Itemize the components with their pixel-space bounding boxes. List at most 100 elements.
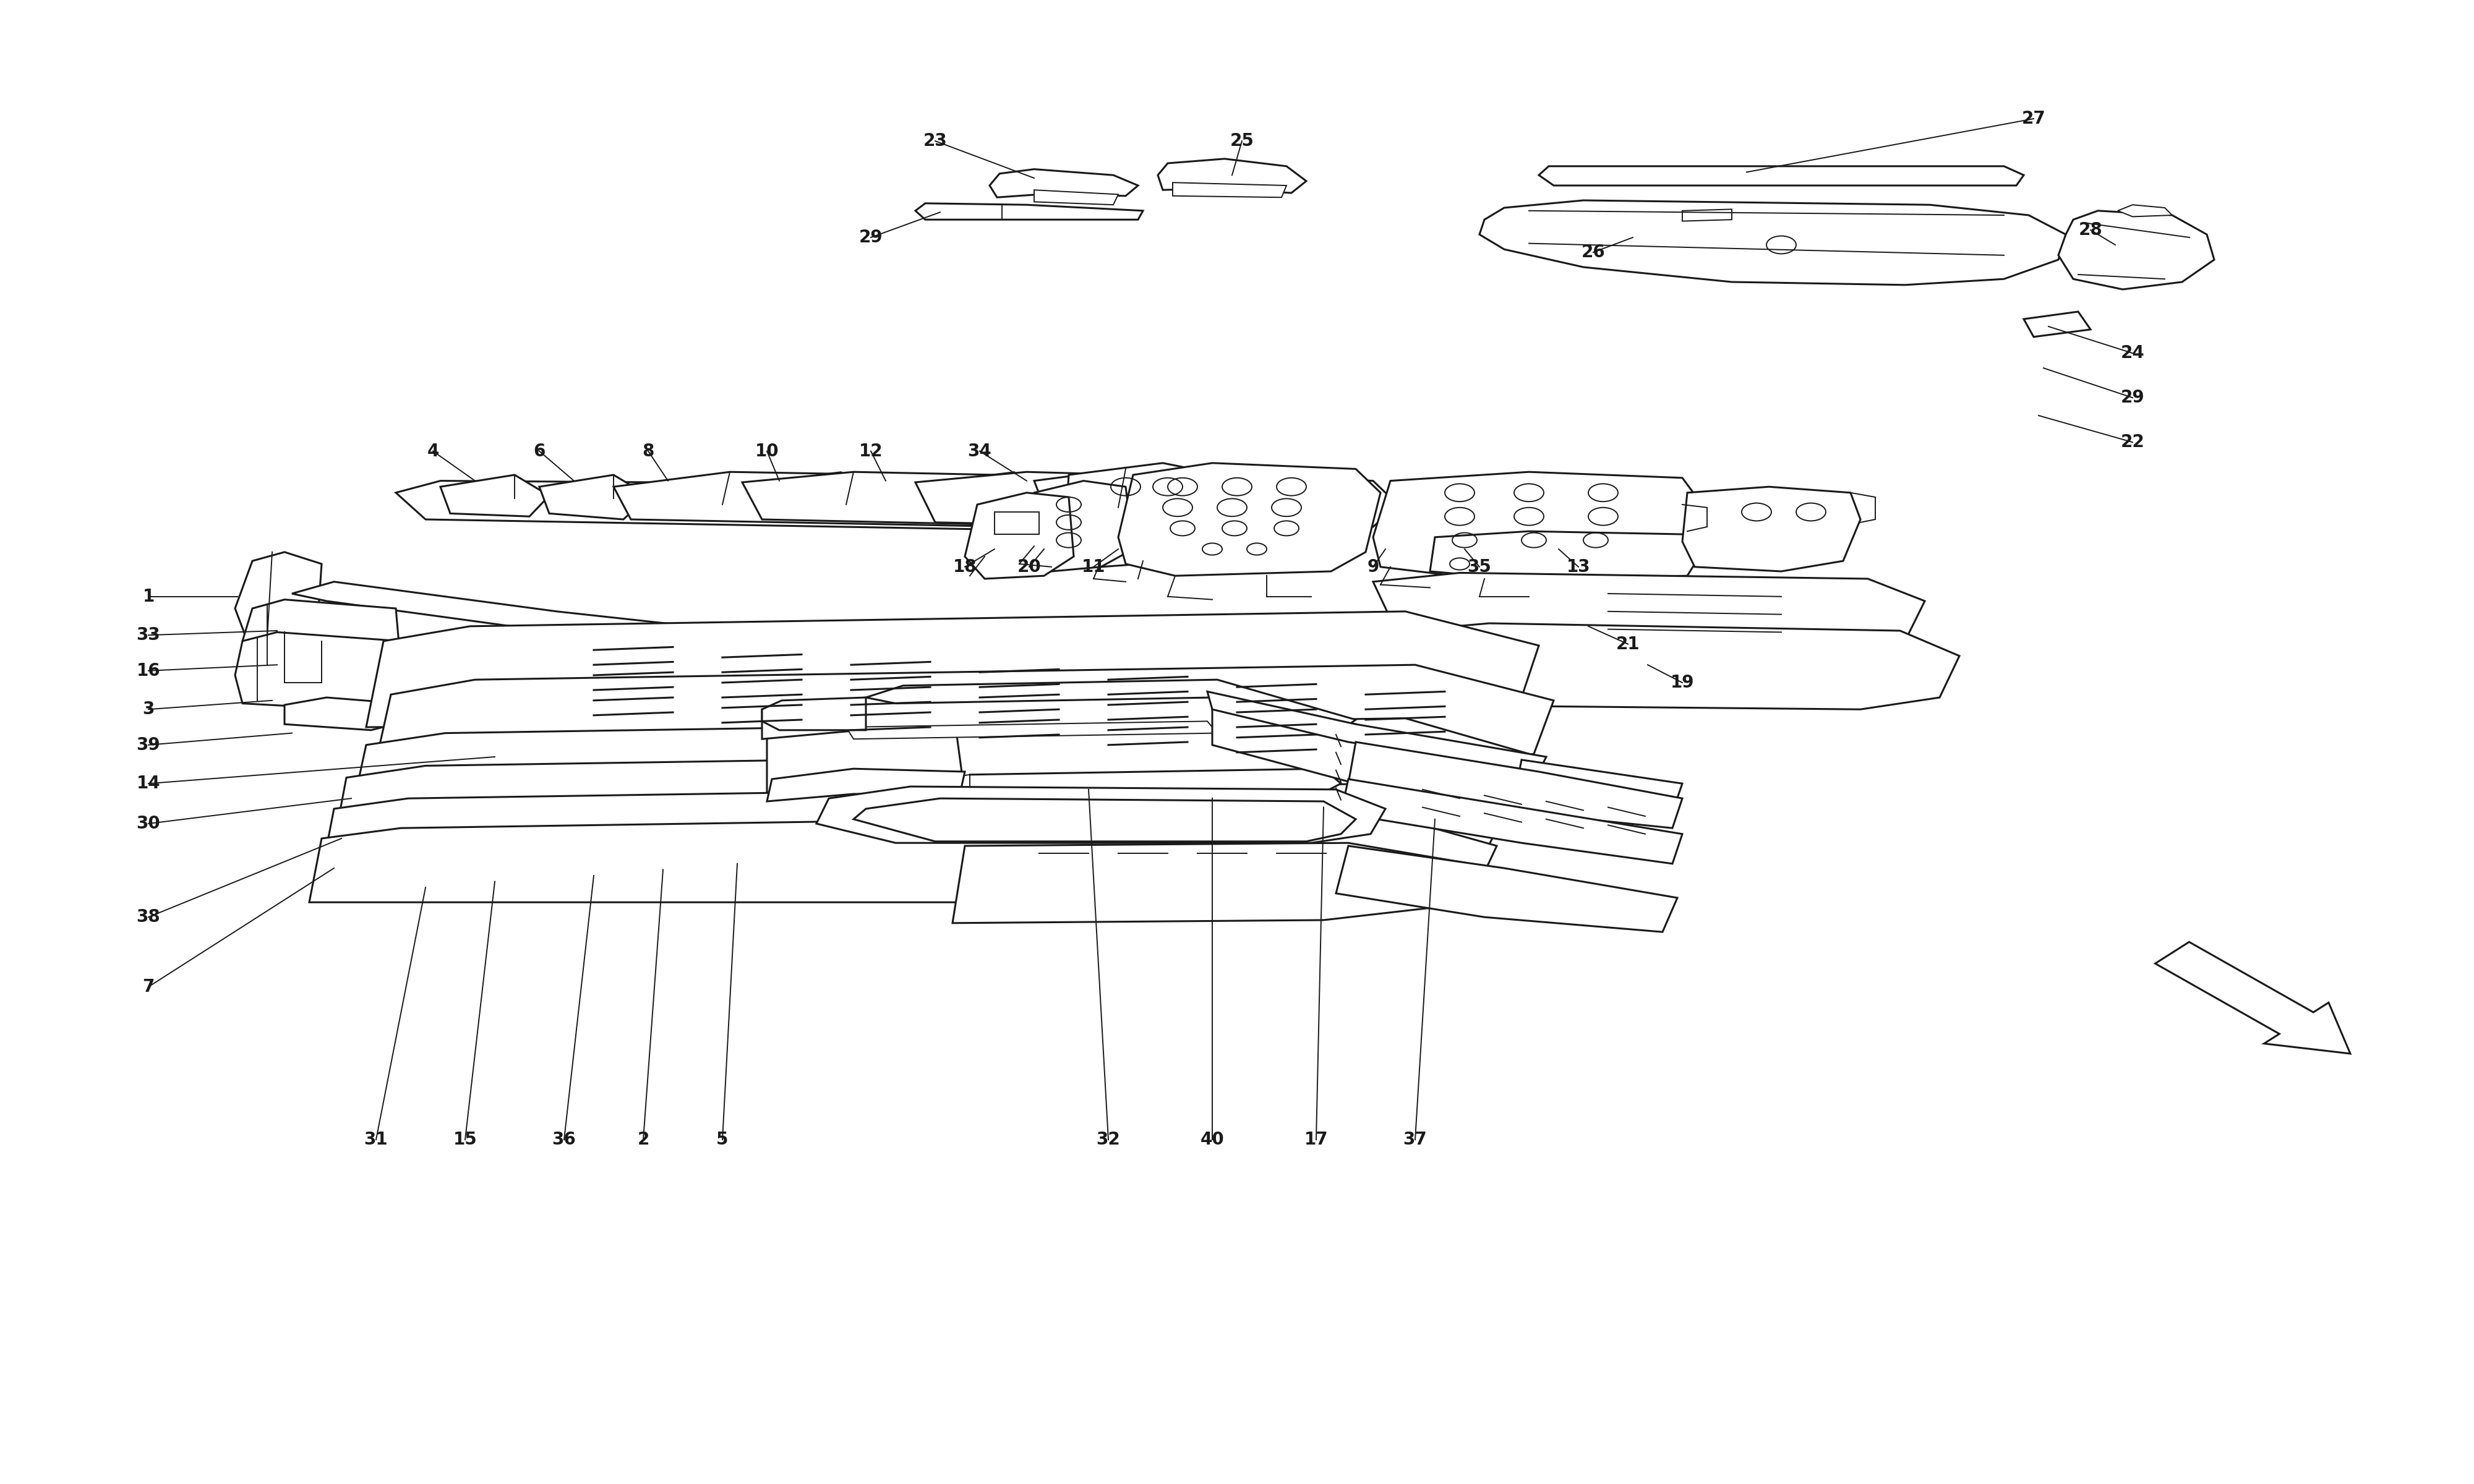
Polygon shape [1034, 469, 1398, 533]
Polygon shape [816, 787, 1385, 843]
Polygon shape [1212, 697, 1539, 801]
Polygon shape [767, 769, 965, 801]
Polygon shape [366, 611, 1539, 727]
Polygon shape [334, 751, 1509, 843]
Polygon shape [846, 721, 1217, 739]
Text: 37: 37 [1403, 1131, 1427, 1149]
Polygon shape [990, 169, 1138, 197]
Polygon shape [1373, 573, 1925, 653]
Polygon shape [915, 203, 1143, 220]
Polygon shape [990, 472, 1027, 487]
Polygon shape [351, 718, 1529, 816]
Polygon shape [396, 481, 1348, 534]
Text: 8: 8 [643, 442, 653, 460]
Polygon shape [235, 632, 406, 711]
Polygon shape [1682, 487, 1860, 571]
Text: 33: 33 [136, 626, 161, 644]
Text: 6: 6 [534, 442, 544, 460]
Text: 26: 26 [1581, 243, 1606, 261]
Text: 4: 4 [428, 442, 438, 460]
Text: 19: 19 [1670, 674, 1695, 692]
Polygon shape [762, 697, 866, 730]
Polygon shape [1064, 463, 1217, 567]
Polygon shape [762, 692, 1356, 742]
Polygon shape [1027, 481, 1133, 571]
Text: 14: 14 [136, 775, 161, 792]
Polygon shape [866, 680, 1356, 730]
Polygon shape [1398, 623, 1959, 709]
Polygon shape [2118, 205, 2172, 217]
Text: 5: 5 [717, 1131, 727, 1149]
Polygon shape [1118, 463, 1380, 576]
Text: 13: 13 [1566, 558, 1591, 576]
Polygon shape [285, 697, 406, 730]
Polygon shape [965, 769, 1341, 792]
Text: 12: 12 [858, 442, 883, 460]
Polygon shape [1341, 779, 1682, 864]
Text: 15: 15 [453, 1131, 477, 1149]
Polygon shape [242, 600, 401, 675]
Polygon shape [1158, 159, 1306, 193]
Text: 24: 24 [2120, 344, 2145, 362]
Text: 31: 31 [364, 1131, 388, 1149]
Polygon shape [1336, 846, 1677, 932]
Text: 38: 38 [136, 908, 161, 926]
Text: 39: 39 [136, 736, 161, 754]
Text: 23: 23 [923, 132, 948, 150]
Polygon shape [1207, 692, 1546, 772]
Text: 2: 2 [638, 1131, 648, 1149]
Text: 30: 30 [136, 815, 161, 833]
Text: 16: 16 [136, 662, 161, 680]
Polygon shape [1514, 760, 1682, 819]
Polygon shape [440, 475, 549, 516]
Polygon shape [371, 665, 1554, 784]
Polygon shape [2058, 211, 2214, 289]
Text: 40: 40 [1200, 1131, 1225, 1149]
Polygon shape [614, 472, 1272, 530]
Polygon shape [235, 552, 322, 650]
Polygon shape [1173, 183, 1286, 197]
Text: 3: 3 [143, 700, 153, 718]
Polygon shape [539, 475, 648, 519]
Polygon shape [1539, 166, 2024, 186]
Text: 21: 21 [1616, 635, 1640, 653]
Polygon shape [2024, 312, 2091, 337]
Text: 29: 29 [858, 229, 883, 246]
Polygon shape [490, 727, 569, 760]
Text: 32: 32 [1096, 1131, 1121, 1149]
Text: 18: 18 [952, 558, 977, 576]
Text: 35: 35 [1467, 558, 1492, 576]
Polygon shape [1373, 472, 1702, 579]
Polygon shape [1682, 209, 1732, 221]
Text: 7: 7 [143, 978, 153, 996]
Text: 34: 34 [967, 442, 992, 460]
Polygon shape [995, 512, 1039, 534]
Text: 11: 11 [1081, 558, 1106, 576]
Text: 22: 22 [2120, 433, 2145, 451]
Text: 27: 27 [2021, 110, 2046, 128]
Text: 25: 25 [1230, 132, 1254, 150]
Polygon shape [952, 843, 1497, 923]
Text: 28: 28 [2078, 221, 2103, 239]
Polygon shape [866, 772, 970, 801]
Polygon shape [854, 798, 1356, 841]
Text: 9: 9 [1368, 558, 1378, 576]
Text: 20: 20 [1017, 558, 1042, 576]
Polygon shape [1348, 742, 1682, 828]
Polygon shape [965, 493, 1074, 579]
Text: 17: 17 [1304, 1131, 1329, 1149]
Polygon shape [767, 700, 977, 792]
Polygon shape [292, 582, 693, 641]
Polygon shape [952, 697, 1348, 798]
Polygon shape [322, 784, 1504, 873]
Polygon shape [1034, 190, 1118, 205]
Polygon shape [915, 472, 1371, 530]
Polygon shape [816, 472, 854, 487]
Polygon shape [1430, 531, 1702, 579]
Polygon shape [309, 813, 1497, 902]
Polygon shape [742, 472, 1316, 530]
Polygon shape [950, 775, 970, 792]
Text: 10: 10 [755, 442, 779, 460]
Text: 29: 29 [2120, 389, 2145, 407]
Text: 36: 36 [552, 1131, 576, 1149]
